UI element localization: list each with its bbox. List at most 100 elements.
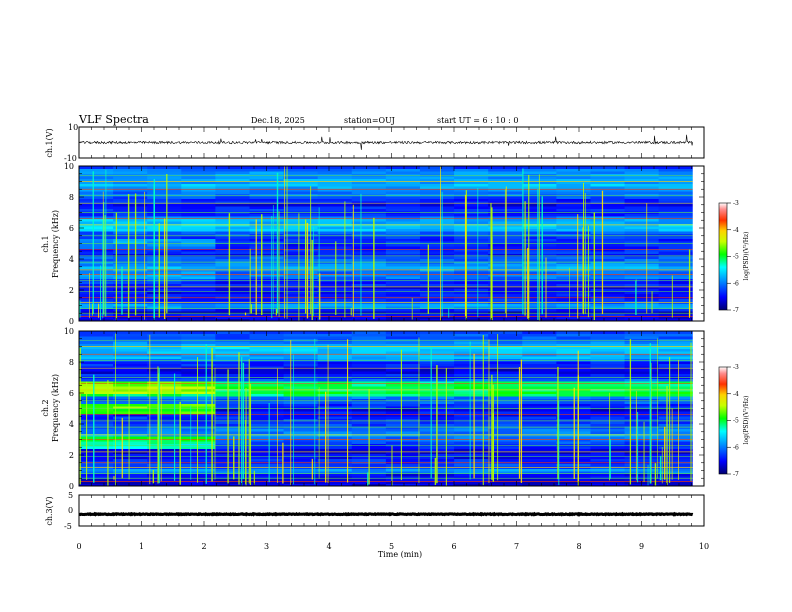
spectrogram-cell [215,471,250,474]
spectrogram-cell [556,196,591,199]
spectrogram-cell [249,468,285,472]
spectrogram-cell [317,381,353,384]
spectrogram-cell [283,241,319,244]
spectrogram-cell [283,378,319,382]
spectrogram-cell [113,471,148,474]
spectrogram-cell [522,483,557,487]
spectrogram-cell [317,263,353,267]
spectrogram-cell [283,291,319,294]
spectrogram-cell [590,438,626,442]
spectrogram-cell [181,448,216,452]
spectrogram-cell [454,251,489,254]
spectrogram-cell [113,336,148,339]
spectrogram-cell [590,391,626,394]
spectrogram-cell [181,468,216,472]
spectrogram-cell [419,311,455,314]
spectrogram-cell [590,233,626,237]
spectrogram-cell [590,251,626,254]
spectrogram-cell [215,181,250,184]
spectrogram-cell [556,318,591,322]
spectrogram-cell [624,233,660,237]
spectrogram-cell [317,261,353,264]
spectrogram-cell [317,386,353,389]
frequency-tick-label: 2 [69,451,74,460]
time-tick-label: 8 [576,542,581,551]
spectrogram-cell [419,288,455,292]
spectrogram-cell [522,478,557,482]
spectrogram-cell [590,201,626,204]
spectrogram-cell [181,243,216,247]
spectrogram-cell [283,438,319,442]
ch1-waveform-ylabel: ch.1(V) [45,128,54,157]
spectrogram-cell [624,378,660,382]
spectrogram-cell [419,266,455,269]
spectrogram-cell [488,431,523,434]
spectrogram-cell [283,473,319,477]
spectrogram-cell [454,468,489,472]
spectrogram-cell [556,181,591,184]
spectrogram-cell [215,406,250,409]
spectrogram-cell [249,446,285,449]
spectrogram-cell [215,236,250,239]
spectrogram-cell [624,426,660,429]
spectrogram-cell [283,348,319,352]
spectrogram-cell [351,261,387,264]
spectrogram-cell [624,196,660,199]
spectrogram-cell [317,166,353,169]
time-tick-label: 2 [201,542,206,551]
spectrogram-cell [79,236,114,239]
spectrogram-cell [658,383,694,387]
spectrogram-cell [79,471,114,474]
spectrogram-cell [249,198,285,202]
spectrogram-cell [454,261,489,264]
spectrogram-cell [317,213,353,217]
spectrogram-cell [147,463,182,467]
spectrogram-cell [215,396,250,399]
spectrogram-cell [317,471,353,474]
spectrogram-cell [590,318,626,322]
spectrogram-cell [249,438,285,442]
spectrogram-cell [590,293,626,297]
spectrogram-cell [79,378,114,382]
spectrogram-cell [624,483,660,487]
spectrogram-cell [419,273,455,277]
spectrogram-cell [215,283,250,287]
spectrogram-cell [79,261,114,264]
spectrogram-cell [658,438,694,442]
spectrogram-cell [590,378,626,382]
spectrogram-cell [215,426,250,429]
spectrogram-cell [385,396,421,399]
spectrogram-cell [351,316,387,319]
spectrogram-cell [351,238,387,242]
spectrogram-cell [181,283,216,287]
spectrogram-cell [385,378,421,382]
spectrogram-cell [522,391,557,394]
ch1-ytick-top: 10 [68,123,78,132]
spectrogram-cell [419,331,455,334]
spectrogram-cell [113,423,148,427]
spectrogram-cell [590,386,626,389]
spectrogram-cell [351,193,387,197]
spectrogram-cell [249,201,285,204]
spectrogram-cell [556,311,591,314]
spectrogram-cell [522,468,557,472]
spectrogram-cell [249,216,285,219]
spectrogram-cell [249,306,285,309]
spectrogram-cell [215,343,250,347]
spectrogram-cell [283,298,319,302]
spectrogram-cell [590,336,626,339]
spectrogram-cell [215,243,250,247]
spectrogram-cell [215,208,250,212]
spectrogram-cell [181,391,216,394]
spectrogram-cell [419,258,455,262]
spectrogram-cell [658,483,694,487]
spectrogram-cell [488,423,523,427]
spectrogram-cell [113,233,148,237]
spectrogram-cell [556,293,591,297]
spectrogram-cell [351,358,387,362]
spectrogram-cell [556,171,591,174]
spectrogram-cell [249,401,285,404]
spectrogram-cell [79,196,114,199]
spectrogram-cell [351,178,387,182]
spectrogram-cell [624,306,660,309]
